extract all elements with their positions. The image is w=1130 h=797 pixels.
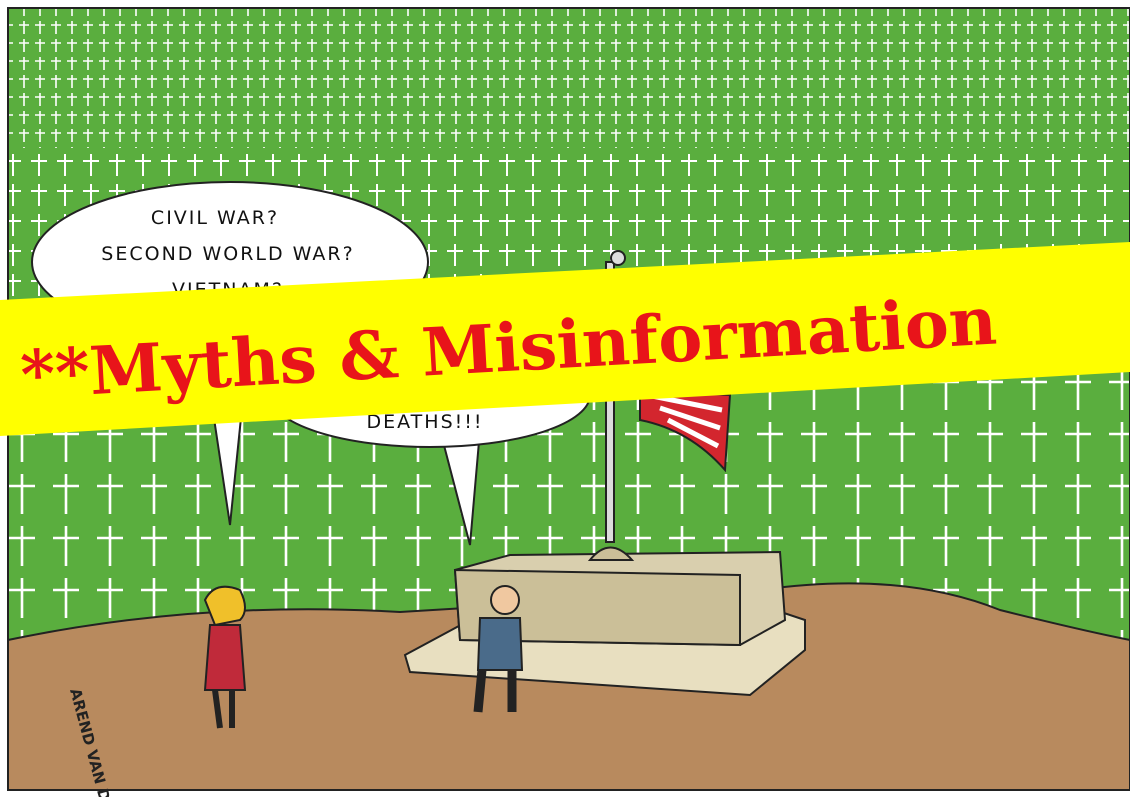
bubble-line: DEATHS!!! xyxy=(367,411,484,433)
cartoon: CIVIL WAR? SECOND WORLD WAR? VIETNAM? DE… xyxy=(0,0,1130,797)
bubble-line: CIVIL WAR? xyxy=(151,207,279,229)
bubble-line: SECOND WORLD WAR? xyxy=(101,243,354,265)
page: CIVIL WAR? SECOND WORLD WAR? VIETNAM? DE… xyxy=(0,0,1130,797)
